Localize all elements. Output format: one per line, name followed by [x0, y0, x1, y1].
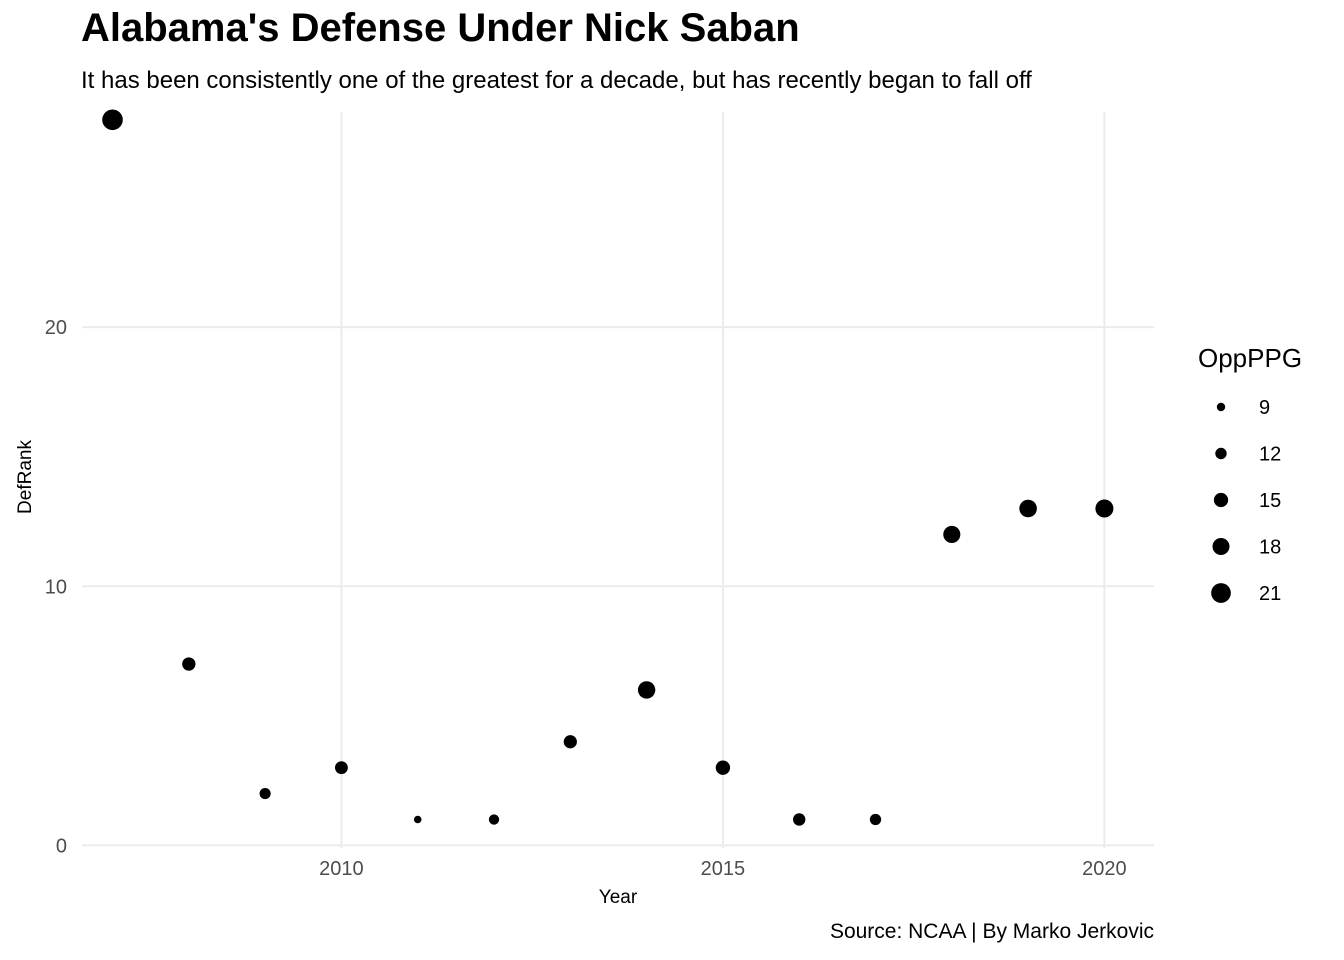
legend-title: OppPPG	[1198, 343, 1302, 373]
data-point	[943, 525, 961, 543]
data-point	[182, 657, 196, 671]
y-tick-label: 0	[56, 835, 67, 857]
x-tick-label: 2020	[1082, 858, 1127, 880]
x-tick-label: 2010	[319, 858, 364, 880]
chart-caption: Source: NCAA | By Marko Jerkovic	[829, 920, 1154, 943]
data-point	[413, 815, 422, 824]
data-point	[102, 109, 123, 131]
size-legend: OppPPG 9 12 15 18 21	[1198, 343, 1302, 605]
grid-lines	[82, 112, 1154, 848]
legend-key	[1212, 537, 1230, 556]
legend-label: 15	[1259, 490, 1281, 512]
x-tick-label: 2015	[701, 858, 746, 880]
legend-key	[1213, 492, 1229, 508]
data-point	[1095, 499, 1114, 518]
y-tick-label: 20	[45, 317, 67, 339]
chart-title: Alabama's Defense Under Nick Saban	[81, 6, 800, 50]
legend-key	[1211, 583, 1231, 603]
data-point	[259, 788, 271, 800]
legend-label: 9	[1259, 397, 1270, 419]
data-point	[869, 813, 882, 826]
legend-label: 12	[1259, 444, 1281, 466]
legend-label: 21	[1259, 583, 1281, 605]
data-point	[563, 735, 577, 749]
legend-label: 18	[1259, 537, 1281, 559]
axis-tick-labels: 2010 2015 2020 0 10 20	[45, 317, 1127, 880]
data-points	[102, 109, 1114, 826]
y-tick-label: 10	[45, 576, 67, 598]
data-point	[715, 760, 731, 775]
data-point	[1019, 499, 1037, 518]
x-axis-title: Year	[599, 887, 638, 908]
legend-key	[1216, 402, 1226, 412]
data-point	[488, 814, 500, 825]
data-point	[637, 681, 656, 699]
chart-subtitle: It has been consistently one of the grea…	[81, 67, 1032, 94]
y-axis-title: DefRank	[15, 440, 36, 514]
data-point	[793, 813, 806, 826]
data-point	[334, 761, 348, 775]
legend-key	[1215, 447, 1227, 460]
